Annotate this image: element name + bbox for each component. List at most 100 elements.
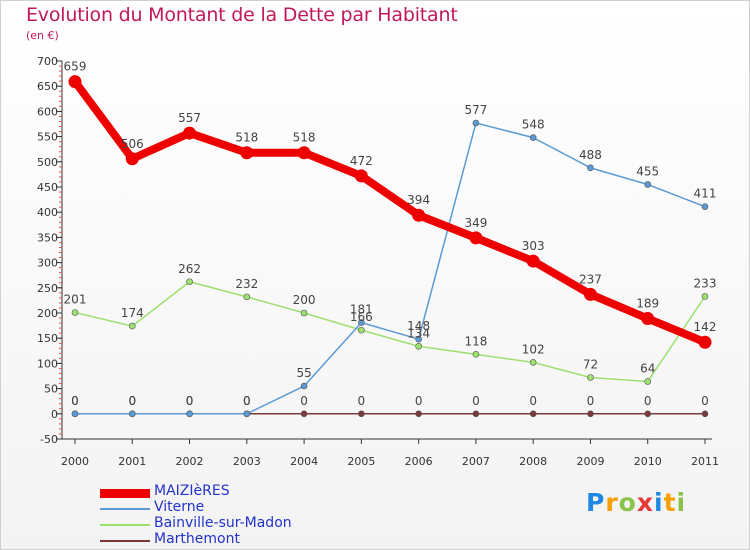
data-point bbox=[300, 382, 308, 390]
x-tick-label: 2004 bbox=[290, 455, 318, 468]
data-label: 0 bbox=[186, 394, 194, 408]
data-point bbox=[412, 208, 426, 222]
data-label: 134 bbox=[407, 326, 430, 340]
data-label: 262 bbox=[178, 262, 201, 276]
data-point bbox=[698, 335, 712, 349]
y-tick-label: 0 bbox=[51, 408, 58, 421]
data-label: 200 bbox=[293, 293, 316, 307]
x-tick-label: 2000 bbox=[61, 455, 89, 468]
data-point bbox=[641, 312, 655, 326]
data-point bbox=[71, 410, 79, 418]
data-label: 0 bbox=[243, 394, 251, 408]
y-tick-label: 700 bbox=[37, 55, 58, 68]
data-label: 0 bbox=[186, 394, 194, 408]
data-point bbox=[243, 410, 251, 418]
logo-letter: r bbox=[605, 488, 619, 517]
data-point bbox=[125, 152, 139, 166]
logo-letter: x bbox=[636, 488, 654, 517]
data-point bbox=[68, 75, 82, 89]
legend-swatch bbox=[100, 488, 150, 498]
data-label: 0 bbox=[472, 394, 480, 408]
x-tick-label: 2006 bbox=[405, 455, 433, 468]
data-label: 201 bbox=[64, 292, 87, 306]
series-line-0 bbox=[71, 77, 709, 347]
data-label: 518 bbox=[293, 131, 316, 145]
data-label: 349 bbox=[464, 216, 487, 230]
data-point bbox=[358, 319, 365, 326]
data-label: 557 bbox=[178, 111, 201, 125]
data-label: 233 bbox=[694, 276, 717, 290]
data-point bbox=[128, 410, 136, 418]
data-point bbox=[415, 410, 422, 418]
data-label: 659 bbox=[64, 60, 87, 74]
legend-item: Marthemont bbox=[100, 531, 360, 549]
data-point bbox=[583, 287, 597, 301]
data-label: 472 bbox=[350, 154, 373, 168]
data-label: 181 bbox=[350, 303, 373, 317]
data-label: 0 bbox=[529, 394, 537, 408]
data-label: 548 bbox=[522, 118, 545, 132]
data-label: 0 bbox=[128, 394, 136, 408]
data-label: 102 bbox=[522, 342, 545, 356]
logo-letter: P bbox=[586, 488, 606, 517]
data-label: 506 bbox=[121, 137, 144, 151]
data-label: 0 bbox=[415, 394, 423, 408]
data-label: 0 bbox=[128, 394, 136, 408]
data-label: 232 bbox=[235, 277, 258, 291]
y-tick-label: 350 bbox=[37, 231, 58, 244]
data-point bbox=[71, 309, 79, 316]
y-tick-label: 250 bbox=[37, 282, 58, 295]
data-point bbox=[415, 342, 422, 350]
data-point bbox=[529, 410, 537, 418]
data-point bbox=[472, 119, 480, 127]
data-point bbox=[469, 231, 483, 245]
legend-item: Viterne bbox=[100, 499, 360, 517]
y-tick-label: 550 bbox=[37, 131, 58, 144]
data-label: 488 bbox=[579, 148, 602, 162]
y-tick-label: 200 bbox=[37, 307, 58, 320]
chart-subtitle: (en €) bbox=[26, 29, 59, 42]
data-point bbox=[358, 326, 365, 334]
data-label: 148 bbox=[407, 319, 430, 333]
data-label: 237 bbox=[579, 272, 602, 286]
data-point bbox=[243, 293, 251, 301]
x-tick-label: 2009 bbox=[576, 455, 604, 468]
y-tick-label: 300 bbox=[37, 257, 58, 270]
data-point bbox=[587, 164, 594, 172]
y-tick-label: 50 bbox=[44, 383, 58, 396]
data-point bbox=[701, 410, 709, 418]
data-label: 142 bbox=[694, 320, 717, 334]
data-label: 189 bbox=[636, 297, 659, 311]
data-label: 55 bbox=[296, 366, 311, 380]
data-point bbox=[128, 322, 136, 330]
y-tick-label: 150 bbox=[37, 332, 58, 345]
data-point bbox=[300, 410, 308, 418]
data-label: 0 bbox=[71, 394, 79, 408]
logo-letter: o bbox=[618, 488, 637, 517]
data-label: 174 bbox=[121, 306, 144, 320]
legend-label: MAIZIèRES bbox=[154, 483, 230, 499]
y-tick-label: 450 bbox=[37, 181, 58, 194]
y-tick-label: 500 bbox=[37, 156, 58, 169]
data-point bbox=[529, 359, 537, 366]
x-tick-label: 2005 bbox=[347, 455, 375, 468]
x-tick-label: 2011 bbox=[691, 455, 719, 468]
y-tick-label: 600 bbox=[37, 105, 58, 118]
logo-letter: i bbox=[676, 488, 687, 517]
data-label: 0 bbox=[300, 394, 308, 408]
legend-swatch bbox=[100, 508, 150, 510]
data-point bbox=[354, 169, 368, 183]
data-point bbox=[186, 278, 193, 286]
data-label: 0 bbox=[243, 394, 251, 408]
legend-swatch bbox=[100, 524, 150, 526]
data-point bbox=[186, 410, 193, 418]
data-point bbox=[472, 351, 480, 358]
data-label: 0 bbox=[358, 394, 366, 408]
y-tick-label: 650 bbox=[37, 80, 58, 93]
data-point bbox=[644, 378, 652, 385]
legend-label: Viterne bbox=[154, 499, 205, 515]
data-label: 303 bbox=[522, 239, 545, 253]
series-line-1 bbox=[74, 122, 706, 415]
